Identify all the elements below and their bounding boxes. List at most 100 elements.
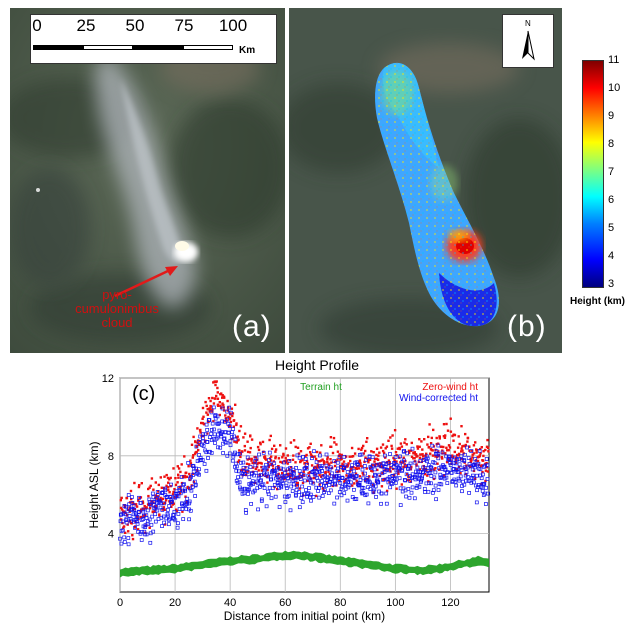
data-point xyxy=(298,472,301,476)
data-point xyxy=(272,461,277,466)
data-point xyxy=(298,487,302,490)
data-point xyxy=(309,451,312,454)
data-point xyxy=(468,464,473,469)
data-point xyxy=(178,492,182,495)
data-point xyxy=(308,495,312,499)
data-point xyxy=(285,486,289,490)
data-point xyxy=(406,487,411,491)
data-point xyxy=(294,488,299,492)
data-point xyxy=(316,486,321,490)
data-point xyxy=(474,441,477,444)
data-point xyxy=(216,386,219,390)
data-point xyxy=(434,467,437,470)
data-point xyxy=(272,460,275,463)
data-point xyxy=(387,468,390,471)
data-point xyxy=(418,445,421,448)
data-point xyxy=(295,475,300,480)
data-point xyxy=(235,423,238,427)
data-point xyxy=(347,474,352,479)
data-point xyxy=(486,491,491,496)
data-point xyxy=(457,478,462,483)
data-point xyxy=(320,469,324,473)
data-point xyxy=(459,471,462,475)
data-point xyxy=(288,475,293,480)
data-point xyxy=(135,521,140,526)
data-point xyxy=(453,450,456,454)
data-point xyxy=(330,461,333,464)
data-point xyxy=(128,520,131,523)
data-point xyxy=(223,440,228,445)
data-point xyxy=(448,446,452,449)
data-point xyxy=(420,476,424,481)
data-point xyxy=(262,450,265,453)
data-point xyxy=(281,467,286,472)
data-point xyxy=(286,493,291,498)
data-point xyxy=(163,475,166,478)
data-point xyxy=(452,439,455,442)
data-point xyxy=(122,540,127,544)
data-point xyxy=(405,451,410,456)
data-point xyxy=(421,453,424,456)
data-point xyxy=(264,457,267,460)
data-point xyxy=(353,482,356,485)
data-point xyxy=(231,414,234,418)
legend-entry: Wind-corrected ht xyxy=(399,393,478,404)
data-point xyxy=(478,484,483,489)
data-point xyxy=(415,483,420,488)
data-point xyxy=(398,454,402,459)
data-point xyxy=(227,451,232,456)
data-point xyxy=(408,461,413,466)
data-point xyxy=(383,453,387,458)
data-point xyxy=(185,475,189,478)
data-point xyxy=(194,444,199,449)
data-point xyxy=(239,452,243,455)
data-point xyxy=(187,517,191,522)
data-point xyxy=(404,472,409,477)
data-point xyxy=(237,480,242,485)
data-point xyxy=(128,516,133,521)
data-point xyxy=(177,486,182,490)
data-point xyxy=(119,499,122,502)
colorbar-tick: 7 xyxy=(608,166,615,178)
colorbar-tick: 4 xyxy=(608,250,615,262)
data-point xyxy=(288,508,293,513)
data-point xyxy=(245,487,249,491)
data-point xyxy=(317,495,322,500)
data-point xyxy=(212,381,215,384)
data-point xyxy=(201,444,206,448)
data-point xyxy=(331,451,335,455)
data-point xyxy=(442,423,446,426)
data-point xyxy=(248,465,253,469)
data-point xyxy=(359,464,362,468)
data-point xyxy=(445,471,449,475)
data-point xyxy=(132,508,137,512)
data-point xyxy=(389,436,392,439)
data-point xyxy=(199,431,202,434)
data-point xyxy=(362,464,367,468)
data-point xyxy=(442,445,445,449)
data-point xyxy=(374,463,379,468)
data-point xyxy=(272,467,275,470)
data-point xyxy=(275,466,279,470)
data-point xyxy=(178,491,183,496)
data-point xyxy=(400,467,405,472)
data-point xyxy=(400,483,403,486)
data-point xyxy=(140,508,143,511)
data-point xyxy=(227,415,230,419)
data-point xyxy=(233,437,238,442)
data-point xyxy=(398,447,402,451)
data-point xyxy=(398,463,403,468)
data-point xyxy=(131,503,136,508)
data-point xyxy=(350,463,354,468)
data-point xyxy=(259,441,262,444)
data-point xyxy=(302,492,306,496)
data-point xyxy=(232,452,236,457)
data-point xyxy=(396,447,399,450)
data-point xyxy=(164,495,169,500)
data-point xyxy=(242,486,247,491)
legend-entry: Terrain ht xyxy=(300,382,342,393)
data-point xyxy=(282,460,286,465)
data-point xyxy=(140,530,144,534)
data-point xyxy=(337,455,342,460)
data-point xyxy=(415,464,418,467)
